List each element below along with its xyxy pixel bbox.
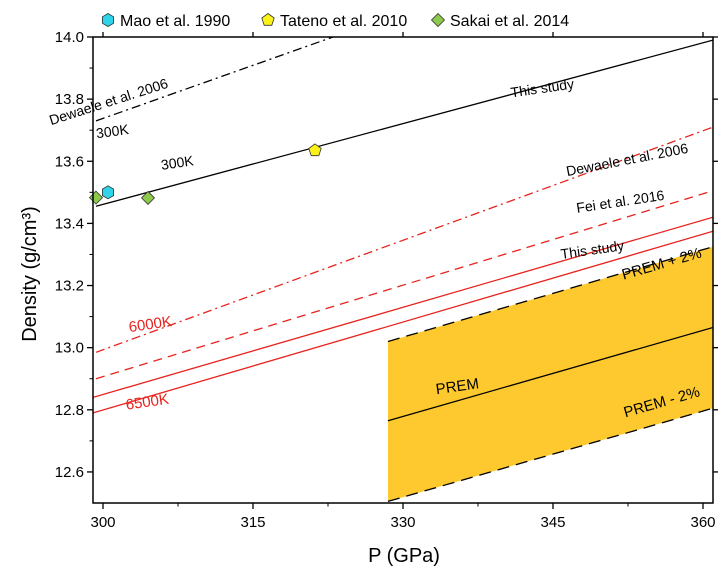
- annotation-fei-et-al-2016-5: Fei et al. 2016: [575, 187, 665, 216]
- legend-label-sakai-et-al-2014: Sakai et al. 2014: [450, 13, 569, 30]
- annotation-this-study-6: This study: [560, 237, 625, 262]
- y-tick-label-12.8: 12.8: [55, 402, 84, 419]
- x-tick-label-360: 360: [690, 514, 715, 531]
- annotation-dewaele-et-al-2006-4: Dewaele et al. 2006: [565, 140, 690, 179]
- y-tick-label-13.6: 13.6: [55, 153, 84, 170]
- y-tick-label-13.2: 13.2: [55, 278, 84, 295]
- data-point-mao-et-al-1990-0: [102, 185, 114, 200]
- y-tick-label-13.4: 13.4: [55, 215, 84, 232]
- y-axis-label: Density (g/cm³): [19, 206, 41, 342]
- series-line-dewaele-et-al-2006-2: [95, 126, 713, 353]
- legend-label-tateno-et-al-2010: Tateno et al. 2010: [280, 13, 407, 30]
- series-line-this-study-1: [95, 39, 713, 207]
- legend-marker-tateno-et-al-2010: [261, 13, 275, 26]
- legend-marker-sakai-et-al-2014: [430, 12, 446, 28]
- axes-layer: 300 315 330 345 360 12.6 12.8 13.0 13.2 13.4 13.6 1…: [55, 29, 718, 531]
- annotation-this-study-2: This study: [510, 75, 575, 100]
- x-tick-label-345: 345: [540, 514, 565, 531]
- series-line-this-study-4: [93, 216, 713, 399]
- data-point-sakai-et-al-2014-2: [88, 190, 104, 205]
- legend: Mao et al. 1990 Tateno et al. 2010 Sakai e…: [102, 12, 569, 30]
- y-tick-label-13.0: 13.0: [55, 340, 84, 357]
- y-tick-label-14.0: 14.0: [55, 29, 84, 46]
- series-line-unlabeled-5: [93, 230, 713, 414]
- x-tick-label-315: 315: [240, 514, 265, 531]
- data-points-layer: [88, 143, 322, 205]
- x-tick-label-330: 330: [390, 514, 415, 531]
- series-line-prem-6: [387, 326, 713, 422]
- data-point-tateno-et-al-2010-1: [308, 143, 322, 157]
- legend-marker-mao-et-al-1990: [102, 13, 114, 27]
- annotation-prem-10: PREM: [435, 375, 480, 398]
- series-lines-layer: [93, 37, 713, 503]
- y-tick-label-13.8: 13.8: [55, 91, 84, 108]
- series-line-dewaele-et-al-2006-0: [95, 37, 334, 122]
- legend-label-mao-et-al-1990: Mao et al. 1990: [120, 13, 230, 30]
- x-axis-label: P (GPa): [368, 545, 440, 567]
- y-tick-label-12.6: 12.6: [55, 464, 84, 481]
- annotation-300k-1: 300K: [95, 121, 130, 141]
- annotation-6500k-8: 6500K: [125, 391, 170, 414]
- annotation-300k-3: 300K: [160, 152, 195, 173]
- x-tick-label-300: 300: [90, 514, 115, 531]
- series-line-fei-et-al-2016-3: [95, 190, 713, 380]
- data-point-sakai-et-al-2014-3: [140, 190, 156, 205]
- annotation-6000k-7: 6000K: [128, 313, 173, 336]
